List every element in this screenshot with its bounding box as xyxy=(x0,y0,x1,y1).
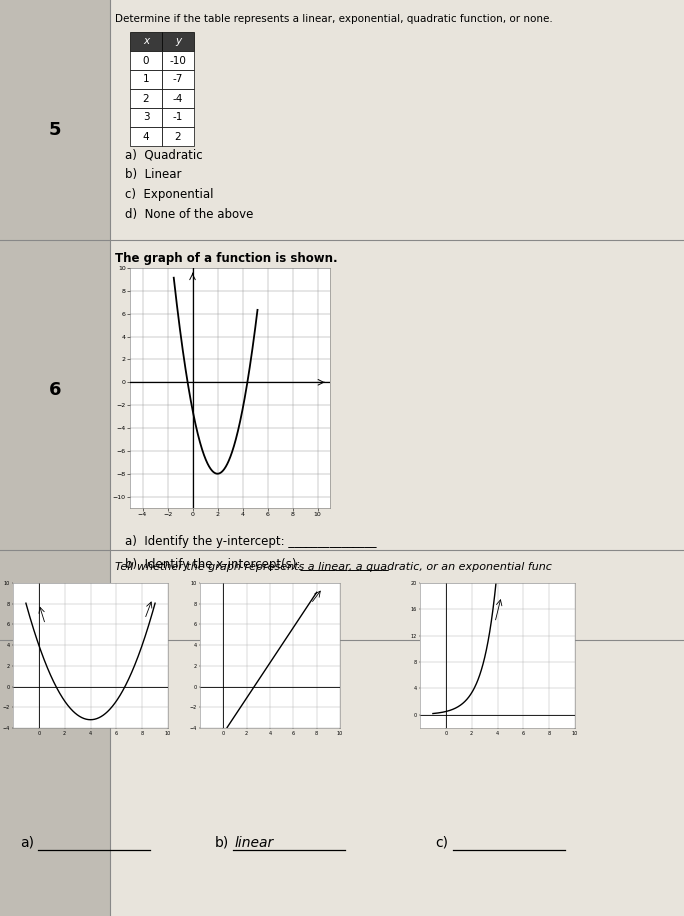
Text: 0: 0 xyxy=(143,56,149,66)
Text: b)  Linear: b) Linear xyxy=(125,168,181,181)
Text: -10: -10 xyxy=(170,56,187,66)
Text: 2: 2 xyxy=(174,132,181,141)
Text: 4: 4 xyxy=(143,132,149,141)
Text: y: y xyxy=(175,37,181,47)
Bar xyxy=(130,32,162,51)
Bar xyxy=(0,0,110,916)
Bar xyxy=(130,108,162,127)
Bar xyxy=(162,32,194,51)
Text: Tell whether the graph represents a linear, a quadratic, or an exponential func: Tell whether the graph represents a line… xyxy=(115,562,552,572)
Bar xyxy=(162,108,194,127)
Text: 1: 1 xyxy=(143,74,149,84)
Bar xyxy=(162,89,194,108)
Text: d)  None of the above: d) None of the above xyxy=(125,208,253,221)
Text: b)  Identify the x-intercept(s):_______________: b) Identify the x-intercept(s):_________… xyxy=(125,558,389,571)
Bar xyxy=(130,89,162,108)
Bar xyxy=(110,0,684,916)
Text: a)  Quadratic: a) Quadratic xyxy=(125,148,202,161)
Text: -4: -4 xyxy=(173,93,183,104)
Bar xyxy=(162,51,194,70)
Text: -7: -7 xyxy=(173,74,183,84)
Bar xyxy=(130,51,162,70)
Bar xyxy=(162,127,194,146)
Bar xyxy=(162,70,194,89)
Text: 6: 6 xyxy=(49,381,62,399)
Text: c): c) xyxy=(435,836,448,850)
Text: a): a) xyxy=(20,836,34,850)
Text: 3: 3 xyxy=(143,113,149,123)
Text: linear: linear xyxy=(235,836,274,850)
Text: 5: 5 xyxy=(49,121,62,139)
Text: x: x xyxy=(143,37,149,47)
Text: Determine if the table represents a linear, exponential, quadratic function, or : Determine if the table represents a line… xyxy=(115,14,553,24)
Text: c)  Exponential: c) Exponential xyxy=(125,188,213,201)
Text: 2: 2 xyxy=(143,93,149,104)
Text: -1: -1 xyxy=(173,113,183,123)
Text: a)  Identify the y-intercept: _______________: a) Identify the y-intercept: ___________… xyxy=(125,535,376,548)
Bar xyxy=(130,70,162,89)
Text: The graph of a function is shown.: The graph of a function is shown. xyxy=(115,252,338,265)
Bar xyxy=(130,127,162,146)
Text: b): b) xyxy=(215,836,229,850)
